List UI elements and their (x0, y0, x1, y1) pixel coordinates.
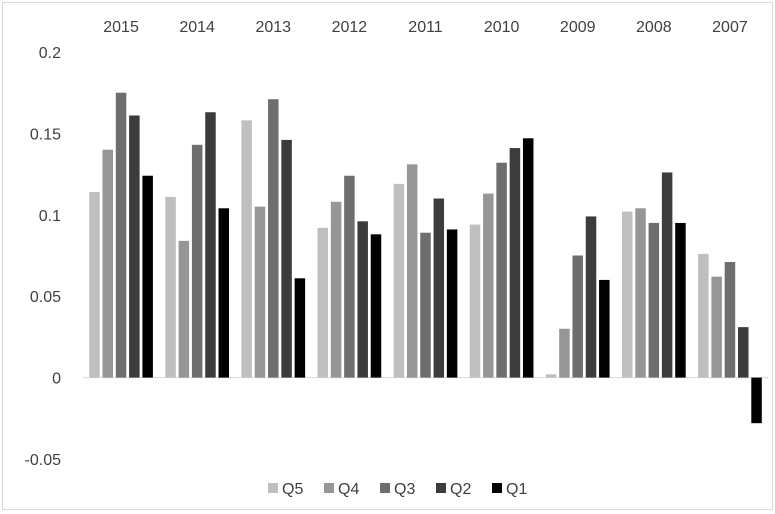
bar-q3-2012 (344, 175, 355, 378)
y-tick-label: 0 (52, 371, 61, 388)
bar-q4-2012 (330, 201, 342, 378)
bar-q2-2008 (661, 172, 673, 378)
legend-label-q1: Q1 (506, 481, 527, 498)
category-label: 2015 (103, 19, 139, 36)
category-label: 2012 (332, 19, 368, 36)
bar-q5-2011 (393, 183, 405, 378)
bar-q5-2009 (545, 374, 557, 378)
legend-label-q4: Q4 (338, 481, 359, 498)
bar-q4-2011 (406, 164, 418, 378)
category-label: 2013 (255, 19, 291, 36)
y-axis-tick-labels: 0.2 0.15 0.1 0.05 0 -0.05 (25, 45, 62, 469)
bar-q3-2010 (496, 162, 507, 378)
legend-swatch-q3 (380, 483, 390, 493)
bar-q2-2009 (585, 216, 597, 378)
legend: Q5 Q4 Q3 Q2 Q1 (268, 481, 527, 498)
category-label: 2009 (560, 19, 596, 36)
bar-q1-2007 (751, 377, 762, 424)
bar-q5-2012 (317, 227, 329, 378)
bar-q3-2014 (191, 144, 203, 378)
bar-q1-2011 (446, 229, 458, 378)
bar-q5-2007 (698, 253, 709, 378)
y-tick-label: 0.05 (30, 289, 61, 306)
bar-q5-2014 (165, 196, 176, 378)
bar-q5-2010 (469, 224, 481, 378)
bar-q3-2011 (420, 232, 431, 378)
legend-swatch-q4 (324, 483, 334, 493)
bar-q4-2014 (178, 240, 190, 378)
category-label: 2007 (712, 19, 748, 36)
bar-q4-2010 (483, 193, 494, 378)
bar-q5-2013 (241, 120, 252, 378)
bar-q1-2010 (522, 138, 534, 378)
y-tick-label: 0.1 (39, 208, 61, 225)
legend-swatch-q2 (436, 483, 446, 493)
bar-q2-2015 (129, 115, 140, 378)
bar-q3-2015 (115, 92, 127, 378)
bar-q2-2011 (433, 198, 445, 378)
bar-q4-2009 (559, 328, 570, 378)
bar-q2-2014 (205, 112, 216, 378)
legend-label-q3: Q3 (394, 481, 415, 498)
bar-q4-2008 (635, 208, 646, 378)
bar-q4-2013 (254, 206, 266, 378)
category-label: 2014 (179, 19, 215, 36)
bar-q2-2010 (509, 148, 521, 378)
bar-q3-2007 (724, 262, 736, 378)
bar-q3-2009 (572, 255, 583, 378)
bar-q3-2008 (648, 222, 660, 378)
bar-q2-2013 (281, 139, 292, 378)
bar-q2-2012 (357, 221, 368, 378)
bar-q1-2015 (142, 175, 153, 378)
legend-swatch-q5 (268, 483, 278, 493)
bar-q5-2008 (621, 211, 633, 378)
category-label: 2010 (484, 19, 520, 36)
bar-q1-2009 (599, 279, 610, 378)
bars (89, 92, 762, 424)
legend-swatch-q1 (492, 483, 502, 493)
bar-q3-2013 (268, 99, 279, 378)
bar-q1-2008 (675, 222, 686, 378)
bar-chart: 0.20.150.10.050-0.05 2015 2014 2013 2012 201… (25, 19, 768, 498)
legend-label-q5: Q5 (282, 481, 303, 498)
bar-q5-2015 (89, 192, 100, 378)
bar-q2-2007 (737, 327, 749, 378)
bar-q4-2007 (711, 276, 722, 378)
legend-label-q2: Q2 (450, 481, 471, 498)
bar-q4-2015 (102, 149, 114, 378)
bar-q1-2014 (218, 208, 230, 378)
y-tick-label: 0.2 (39, 45, 61, 62)
y-tick-label: -0.05 (25, 452, 62, 469)
y-tick-label: 0.15 (30, 126, 61, 143)
category-label: 2008 (636, 19, 672, 36)
bar-q1-2012 (370, 234, 382, 378)
category-label: 2011 (408, 19, 443, 36)
bar-q1-2013 (294, 278, 306, 378)
category-labels: 2015 2014 2013 2012 2011 2010 2009 2008 2007 (103, 19, 748, 36)
